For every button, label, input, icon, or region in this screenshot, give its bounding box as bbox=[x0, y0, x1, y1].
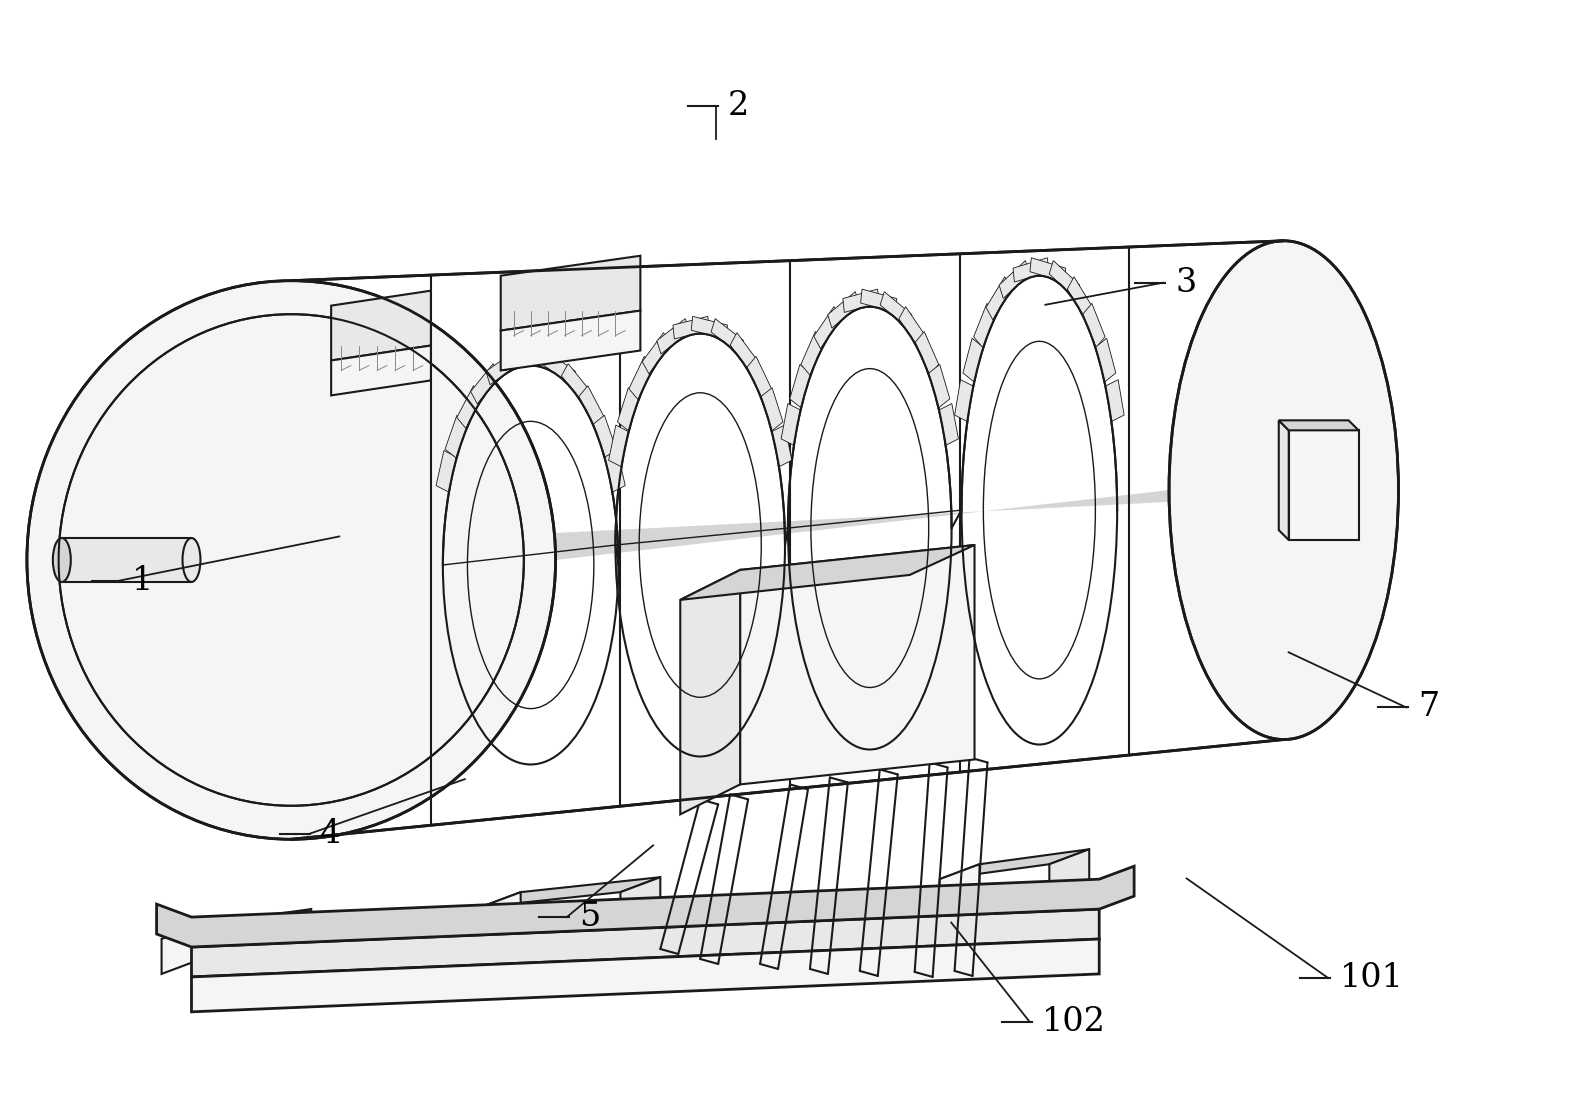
Polygon shape bbox=[192, 939, 1100, 1012]
Polygon shape bbox=[579, 386, 604, 428]
Polygon shape bbox=[500, 255, 640, 331]
Polygon shape bbox=[680, 545, 975, 599]
Polygon shape bbox=[790, 365, 810, 408]
Polygon shape bbox=[436, 450, 456, 492]
Polygon shape bbox=[481, 877, 661, 907]
Polygon shape bbox=[541, 351, 576, 385]
Polygon shape bbox=[881, 292, 912, 328]
Polygon shape bbox=[939, 849, 1089, 879]
Ellipse shape bbox=[53, 538, 71, 582]
Polygon shape bbox=[609, 425, 628, 467]
Polygon shape bbox=[620, 877, 661, 927]
Text: 101: 101 bbox=[1340, 962, 1403, 993]
Polygon shape bbox=[843, 289, 879, 312]
Polygon shape bbox=[629, 356, 653, 399]
Polygon shape bbox=[1106, 379, 1125, 421]
Polygon shape bbox=[974, 303, 996, 347]
Polygon shape bbox=[522, 348, 558, 371]
Text: 2: 2 bbox=[728, 91, 749, 122]
Text: 7: 7 bbox=[1419, 691, 1439, 723]
Ellipse shape bbox=[27, 281, 555, 839]
Text: 102: 102 bbox=[1041, 1005, 1106, 1037]
Polygon shape bbox=[658, 319, 689, 354]
Polygon shape bbox=[1279, 420, 1359, 430]
Polygon shape bbox=[61, 538, 192, 582]
Polygon shape bbox=[606, 450, 624, 492]
Polygon shape bbox=[772, 425, 791, 467]
Polygon shape bbox=[162, 909, 311, 939]
Polygon shape bbox=[741, 545, 975, 784]
Polygon shape bbox=[711, 319, 744, 354]
Polygon shape bbox=[1013, 258, 1049, 282]
Polygon shape bbox=[1082, 303, 1106, 347]
Polygon shape bbox=[955, 379, 974, 421]
Polygon shape bbox=[939, 404, 958, 446]
Polygon shape bbox=[192, 909, 1100, 977]
Polygon shape bbox=[618, 388, 639, 430]
Polygon shape bbox=[680, 570, 741, 814]
Polygon shape bbox=[642, 333, 670, 374]
Polygon shape bbox=[1096, 338, 1115, 382]
Polygon shape bbox=[986, 276, 1011, 320]
Polygon shape bbox=[1049, 849, 1089, 899]
Polygon shape bbox=[915, 332, 939, 375]
Polygon shape bbox=[445, 415, 467, 458]
Polygon shape bbox=[801, 332, 824, 375]
Polygon shape bbox=[813, 306, 840, 348]
Polygon shape bbox=[27, 241, 1398, 560]
Polygon shape bbox=[999, 261, 1029, 299]
Polygon shape bbox=[481, 893, 521, 942]
Polygon shape bbox=[1279, 420, 1288, 540]
Polygon shape bbox=[1049, 261, 1079, 299]
Polygon shape bbox=[456, 386, 483, 428]
Polygon shape bbox=[963, 338, 983, 382]
Polygon shape bbox=[27, 490, 1398, 839]
Ellipse shape bbox=[182, 538, 200, 582]
Polygon shape bbox=[691, 316, 727, 338]
Polygon shape bbox=[898, 306, 926, 348]
Polygon shape bbox=[562, 364, 591, 404]
Text: 5: 5 bbox=[579, 901, 601, 933]
Polygon shape bbox=[730, 333, 758, 374]
Text: 3: 3 bbox=[1175, 267, 1197, 299]
Polygon shape bbox=[486, 351, 519, 385]
Polygon shape bbox=[939, 864, 980, 914]
Polygon shape bbox=[1068, 276, 1093, 320]
Polygon shape bbox=[761, 388, 783, 430]
Polygon shape bbox=[157, 866, 1134, 947]
Polygon shape bbox=[827, 292, 859, 328]
Polygon shape bbox=[593, 415, 617, 458]
Polygon shape bbox=[503, 348, 540, 371]
Polygon shape bbox=[271, 909, 311, 959]
Polygon shape bbox=[1288, 430, 1359, 540]
Polygon shape bbox=[332, 291, 431, 361]
Text: 4: 4 bbox=[319, 818, 341, 851]
Polygon shape bbox=[332, 345, 431, 396]
Text: 1: 1 bbox=[132, 564, 153, 596]
Polygon shape bbox=[782, 404, 801, 446]
Polygon shape bbox=[1030, 258, 1066, 282]
Ellipse shape bbox=[1169, 241, 1398, 740]
Polygon shape bbox=[500, 311, 640, 371]
Polygon shape bbox=[470, 364, 500, 404]
Polygon shape bbox=[747, 356, 771, 399]
Polygon shape bbox=[928, 365, 950, 408]
Polygon shape bbox=[162, 925, 201, 974]
Polygon shape bbox=[860, 289, 897, 312]
Polygon shape bbox=[673, 316, 709, 338]
